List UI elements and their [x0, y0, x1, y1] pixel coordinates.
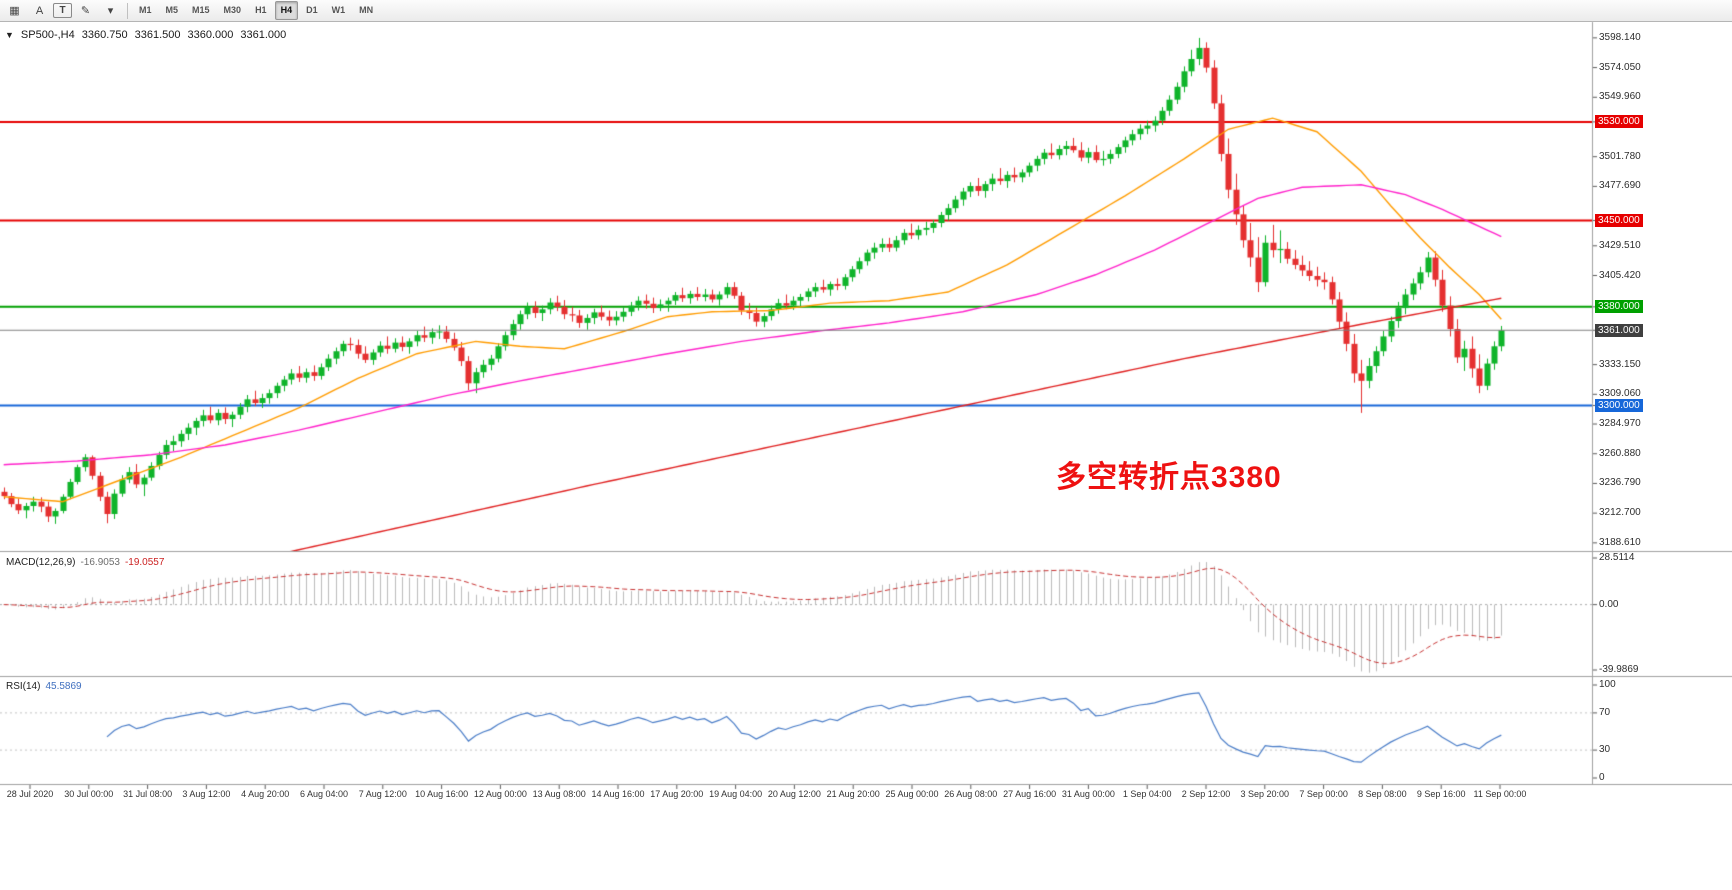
- time-axis-label: 9 Sep 16:00: [1416, 789, 1466, 799]
- price-scale-label: 3405.420: [1599, 269, 1641, 281]
- text-tool-icon[interactable]: T: [53, 3, 72, 18]
- timeframe-button-h1[interactable]: H1: [255, 5, 267, 15]
- rsi-name: RSI(14): [6, 681, 41, 692]
- time-axis-label: 13 Aug 08:00: [532, 789, 586, 799]
- toolbar-separator: [127, 2, 128, 19]
- chart-grid-icon[interactable]: ▦: [9, 5, 20, 17]
- timeframe-button-h4[interactable]: H4: [274, 1, 299, 20]
- macd-name: MACD(12,26,9): [6, 557, 76, 568]
- time-axis-label: 14 Aug 16:00: [591, 789, 645, 799]
- price-scale-label: 3477.690: [1599, 180, 1641, 192]
- price-scale-label: 3260.880: [1599, 447, 1641, 459]
- toolbar: ▦ A T ✎ ▾ M1 M5 M15 M30 H1 H4 D1 W1 MN: [0, 0, 1732, 22]
- symbol-period-label: SP500-,H4: [20, 29, 75, 41]
- macd-scale-label: 0.00: [1599, 598, 1619, 610]
- time-axis-label: 3 Aug 12:00: [182, 789, 231, 799]
- time-axis-label: 28 Jul 2020: [6, 789, 54, 799]
- quote-high: 3361.500: [134, 29, 181, 41]
- time-axis-label: 12 Aug 00:00: [473, 789, 527, 799]
- time-axis-label: 4 Aug 20:00: [241, 789, 290, 799]
- timeframe-button-mn[interactable]: MN: [359, 5, 374, 15]
- time-axis-label: 31 Jul 08:00: [123, 789, 173, 799]
- time-axis-label: 26 Aug 08:00: [944, 789, 998, 799]
- timeframe-buttons: M1 M5 M15 M30 H1 H4 D1 W1 MN: [133, 1, 379, 20]
- price-line-badge: 3530.000: [1595, 115, 1643, 129]
- quote-close: 3361.000: [240, 29, 287, 41]
- time-axis-label: 17 Aug 20:00: [650, 789, 704, 799]
- rsi-scale-label: 30: [1599, 744, 1611, 756]
- draw-tool-icon[interactable]: ✎: [80, 5, 91, 17]
- macd-value-main: -16.9053: [80, 557, 120, 568]
- one-click-trading-arrow-icon[interactable]: ▼: [5, 30, 14, 40]
- time-axis-label: 7 Aug 12:00: [358, 789, 407, 799]
- chart-quote-label: ▼ SP500-,H4 3360.750 3361.500 3360.000 3…: [5, 29, 286, 41]
- time-axis-label: 11 Sep 00:00: [1473, 789, 1527, 799]
- time-axis-label: 20 Aug 12:00: [767, 789, 821, 799]
- time-axis-label: 7 Sep 00:00: [1299, 789, 1348, 799]
- price-scale-label: 3236.790: [1599, 477, 1641, 489]
- price-scale-label: 3598.140: [1599, 31, 1641, 43]
- timeframe-button-w1[interactable]: W1: [331, 5, 346, 15]
- price-scale-label: 3574.050: [1599, 61, 1641, 73]
- price-scale-label: 3188.610: [1599, 536, 1641, 548]
- price-scale[interactable]: 3598.140 3574.050 3549.960 3501.780 3477.690…: [1592, 22, 1732, 784]
- time-axis[interactable]: 28 Jul 2020 30 Jul 00:00 31 Jul 08:00 3 Aug…: [0, 785, 1732, 806]
- price-line-badge: 3380.000: [1595, 300, 1643, 314]
- time-axis-label: 2 Sep 12:00: [1181, 789, 1231, 799]
- toolbar-tools: ▦ A T ✎ ▾: [3, 1, 122, 20]
- time-axis-label: 30 Jul 00:00: [64, 789, 114, 799]
- price-line-badge: 3300.000: [1595, 398, 1643, 412]
- timeframe-button-m30[interactable]: M30: [223, 5, 242, 15]
- time-axis-label: 8 Sep 08:00: [1358, 789, 1407, 799]
- price-scale-label: 3501.780: [1599, 150, 1641, 162]
- pointer-tool-icon[interactable]: A: [35, 4, 44, 17]
- time-axis-label: 21 Aug 20:00: [826, 789, 880, 799]
- price-scale-label: 3284.970: [1599, 418, 1641, 430]
- time-axis-label: 25 Aug 00:00: [885, 789, 939, 799]
- macd-indicator-label: MACD(12,26,9) -16.9053 -19.0557: [6, 557, 164, 568]
- timeframe-button-m15[interactable]: M15: [192, 5, 210, 15]
- timeframe-button-d1[interactable]: D1: [306, 5, 318, 15]
- time-axis-label: 1 Sep 04:00: [1122, 789, 1172, 799]
- rsi-scale-label: 0: [1599, 772, 1605, 783]
- price-scale-label: 3212.700: [1599, 507, 1641, 519]
- time-axis-label: 19 Aug 04:00: [709, 789, 763, 799]
- time-axis-label: 3 Sep 20:00: [1240, 789, 1290, 799]
- tool-dropdown-caret-icon[interactable]: ▾: [107, 5, 114, 17]
- macd-value-signal: -19.0557: [124, 557, 165, 568]
- rsi-indicator-label: RSI(14) 45.5869: [6, 681, 82, 692]
- time-axis-label: 31 Aug 00:00: [1061, 789, 1115, 799]
- time-axis-label: 6 Aug 04:00: [299, 789, 349, 799]
- price-line-badge: 3361.000: [1595, 323, 1643, 337]
- quote-open: 3360.750: [81, 29, 128, 41]
- rsi-scale-label: 70: [1599, 706, 1611, 718]
- timeframe-button-m5[interactable]: M5: [165, 5, 179, 15]
- chart-annotation-text: 多空转折点3380: [1056, 461, 1282, 494]
- price-line-badge: 3450.000: [1595, 214, 1643, 228]
- price-scale-label: 3309.060: [1599, 388, 1641, 400]
- quote-low: 3360.000: [187, 29, 234, 41]
- price-scale-label: 3429.510: [1599, 239, 1641, 251]
- timeframe-button-m1[interactable]: M1: [139, 5, 152, 15]
- rsi-scale-label: 100: [1599, 679, 1616, 690]
- price-scale-label: 3333.150: [1599, 358, 1641, 370]
- macd-scale-label: 28.5114: [1599, 552, 1635, 563]
- macd-scale-label: -39.9869: [1599, 664, 1639, 675]
- rsi-value: 45.5869: [45, 681, 82, 692]
- price-scale-label: 3549.960: [1599, 91, 1641, 103]
- time-axis-label: 27 Aug 16:00: [1003, 789, 1057, 799]
- time-axis-label: 10 Aug 16:00: [415, 789, 469, 799]
